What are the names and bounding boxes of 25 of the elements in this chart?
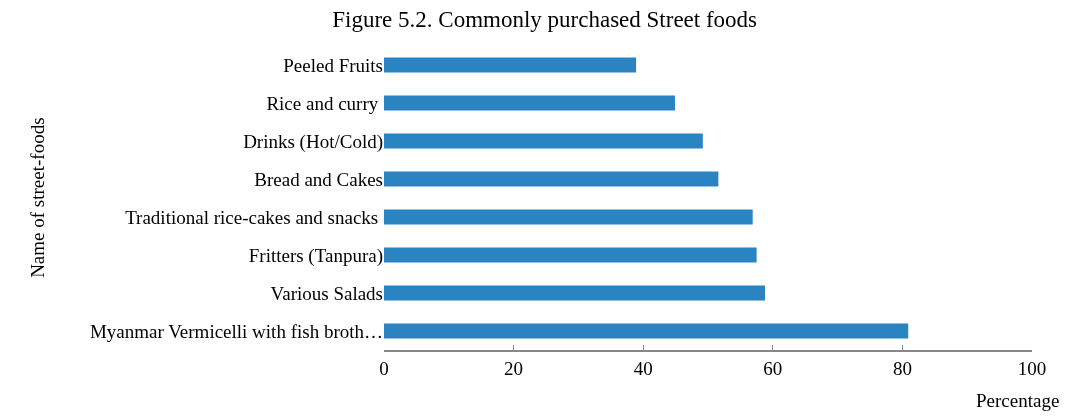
x-tick-label: 40 xyxy=(633,357,653,379)
y-tick-label: Fritters (Tanpura) xyxy=(248,244,383,267)
y-axis-title: Name of street-foods xyxy=(26,117,48,278)
x-tick-label: 20 xyxy=(504,357,524,379)
chart-title: Figure 5.2. Commonly purchased Street foods xyxy=(332,6,758,32)
x-tick-label: 0 xyxy=(379,357,389,379)
bar xyxy=(384,95,675,111)
bar xyxy=(384,323,909,339)
bar xyxy=(384,247,757,263)
x-axis-title: Percentage xyxy=(976,390,1060,411)
y-tick-label: Various Salads xyxy=(270,282,383,304)
x-tick-label: 60 xyxy=(763,357,783,379)
y-tick-label: Drinks (Hot/Cold) xyxy=(243,130,383,153)
bar xyxy=(384,209,753,225)
bar xyxy=(384,133,703,149)
y-tick-label: Bread and Cakes xyxy=(254,168,383,190)
x-tick-label: 80 xyxy=(892,357,912,379)
y-tick-label: Myanmar Vermicelli with fish broth… xyxy=(89,320,383,342)
bar xyxy=(384,285,766,301)
y-tick-label: Traditional rice-cakes and snacks xyxy=(125,206,383,228)
bar xyxy=(384,171,719,187)
x-tick-label: 100 xyxy=(1017,357,1047,379)
y-tick-label: Rice and curry xyxy=(266,92,383,114)
bar xyxy=(384,57,637,73)
y-tick-label: Peeled Fruits xyxy=(283,54,383,76)
